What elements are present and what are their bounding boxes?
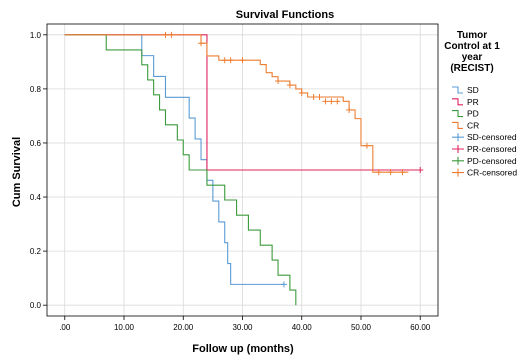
censor-mark-cr	[310, 94, 317, 100]
censor-mark-cr	[316, 94, 323, 100]
censor-mark-cr	[198, 40, 205, 47]
legend-label-pd: PD	[467, 109, 479, 119]
censor-mark-cr	[387, 169, 394, 176]
censor-mark-cr	[328, 98, 335, 105]
legend-label-cr-censored: CR-censored	[467, 168, 517, 178]
legend-title-line: (RECIST)	[450, 63, 493, 74]
legend-label-sd: SD	[467, 85, 479, 95]
legend-title-line: Control at 1	[444, 41, 500, 52]
y-tick-label: 0.2	[30, 247, 42, 256]
legend-title-line: year	[462, 52, 483, 63]
x-tick-label: .00	[59, 323, 71, 332]
censor-mark-cr	[275, 78, 282, 85]
legend-swatch-sd	[452, 86, 463, 94]
series-layer	[64, 31, 424, 306]
y-tick-label: 0.8	[30, 85, 42, 94]
censor-mark-cr	[162, 31, 169, 38]
censor-mark-cr	[227, 57, 234, 64]
y-axis-title: Cum Survival	[11, 137, 23, 207]
censor-mark-cr	[399, 169, 406, 176]
censor-mark-cr	[322, 98, 329, 105]
x-axis-title: Follow up (months)	[192, 343, 294, 355]
legend-label-pr-censored: PR-censored	[467, 144, 517, 154]
censor-mark-cr	[221, 57, 228, 64]
x-tick-label: 60.00	[410, 323, 431, 332]
x-tick-label: 50.00	[351, 323, 372, 332]
y-tick-label: 1.0	[30, 31, 42, 40]
legend-label-sd-censored: SD-censored	[467, 132, 517, 142]
censor-mark-cr	[363, 142, 370, 149]
legend-swatch-sd-censored	[452, 133, 464, 142]
censor-mark-cr	[298, 89, 305, 96]
censor-mark-cr	[239, 57, 246, 64]
series-line-pd	[64, 34, 297, 306]
x-tick-label: 20.00	[173, 323, 194, 332]
legend-swatch-cr-censored	[452, 168, 464, 177]
legend-swatch-pr-censored	[452, 145, 464, 153]
legend-swatch-pd	[452, 110, 463, 118]
tick-layer: .00 10.00 20.00 30.00 40.00 50.00 60.00 0.0 0.2 0…	[30, 31, 431, 332]
legend-label-pr: PR	[467, 97, 479, 107]
legend-label-cr: CR	[467, 120, 479, 130]
censor-mark-cr	[375, 169, 382, 176]
legend-swatch-pr	[452, 98, 463, 106]
series-line-sd	[64, 34, 284, 285]
censor-mark-sd	[280, 281, 287, 288]
y-tick-label: 0.6	[30, 139, 42, 148]
censor-mark-cr	[346, 106, 353, 113]
censor-mark-cr	[286, 82, 293, 89]
y-tick-label: 0.0	[30, 301, 42, 310]
censor-mark-pr	[417, 167, 424, 173]
x-tick-label: 40.00	[292, 323, 313, 332]
x-tick-label: 30.00	[232, 323, 253, 332]
x-tick-label: 10.00	[114, 323, 135, 332]
legend-label-pd-censored: PD-censored	[467, 156, 517, 166]
censor-mark-cr	[168, 31, 175, 38]
chart-title: Survival Functions	[236, 9, 334, 21]
legend-swatch-cr	[452, 121, 463, 129]
legend-title-line: Tumor	[457, 30, 487, 41]
censor-mark-cr	[334, 98, 341, 105]
y-tick-label: 0.4	[30, 193, 42, 202]
legend-swatch-pd-censored	[452, 156, 464, 165]
